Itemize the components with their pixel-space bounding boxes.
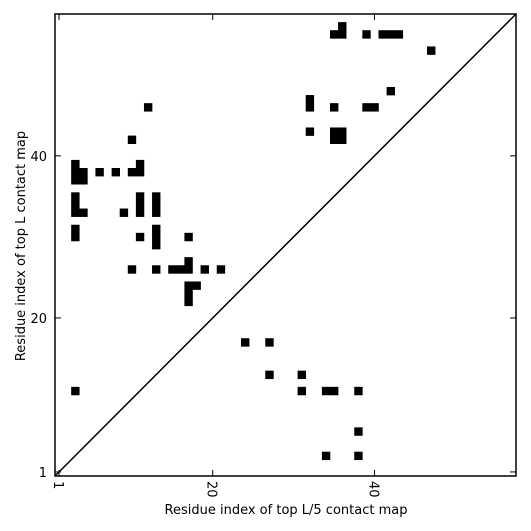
contact-cell-top-l xyxy=(71,208,80,217)
contact-cell-top-l xyxy=(176,265,185,274)
x-axis-label: Residue index of top L/5 contact map xyxy=(165,503,408,518)
contact-cell-top-l xyxy=(184,265,193,274)
plot-frame xyxy=(54,13,517,477)
contact-cell-top-l xyxy=(71,176,80,185)
contact-cell-top-l xyxy=(184,289,193,298)
contact-cell-top-l xyxy=(135,192,145,201)
contact-cell-top-l5 xyxy=(265,338,274,347)
contact-cell-top-l xyxy=(200,265,209,274)
contact-cell-top-l xyxy=(119,208,129,217)
contact-cell-top-l xyxy=(305,95,315,104)
contact-cell-top-l xyxy=(184,257,193,266)
contact-cell-top-l xyxy=(329,103,339,112)
contact-cell-top-l xyxy=(71,168,80,177)
y-tick-label: 40 xyxy=(30,150,47,165)
contact-cell-top-l xyxy=(71,224,80,234)
contact-cell-top-l xyxy=(338,22,347,31)
contact-cell-top-l xyxy=(152,208,161,217)
contact-cell-top-l xyxy=(386,30,395,39)
contact-cell-top-l xyxy=(338,135,347,144)
contact-cell-top-l5 xyxy=(241,338,250,347)
contact-cell-top-l xyxy=(143,103,153,112)
contact-cell-top-l xyxy=(135,168,145,177)
x-tick-label: 20 xyxy=(204,481,219,498)
contact-cell-top-l5 xyxy=(354,386,363,396)
contact-cell-top-l xyxy=(135,232,145,242)
contact-cell-top-l xyxy=(427,46,436,55)
contact-cell-top-l xyxy=(394,30,404,39)
contact-cell-top-l xyxy=(127,135,137,144)
contact-cell-top-l xyxy=(338,127,347,136)
contact-cell-top-l xyxy=(127,168,137,177)
contact-cell-top-l xyxy=(95,168,104,177)
contact-cell-top-l xyxy=(386,86,395,96)
contact-cell-top-l xyxy=(184,232,193,242)
y-axis-label: Residue index of top L contact map xyxy=(14,131,29,361)
contact-cell-top-l xyxy=(152,265,161,274)
contact-cell-top-l5 xyxy=(297,386,307,396)
contact-cell-top-l xyxy=(378,30,387,39)
contact-cell-top-l xyxy=(329,135,339,144)
contact-cell-top-l5 xyxy=(297,370,307,380)
axis-ticks: 1 20 40 1 20 40 xyxy=(30,14,516,498)
contact-cell-top-l xyxy=(71,192,80,201)
contact-cell-top-l xyxy=(184,297,193,307)
contact-cell-top-l5 xyxy=(354,451,363,461)
contact-cell-top-l xyxy=(152,192,161,201)
contact-cell-top-l xyxy=(152,200,161,209)
contact-cell-top-l xyxy=(370,103,379,112)
contact-cell-top-l xyxy=(79,168,88,177)
contact-cell-top-l xyxy=(192,281,201,290)
contact-cell-top-l xyxy=(127,265,137,274)
contact-cell-top-l xyxy=(168,265,177,274)
contact-cell-top-l xyxy=(362,30,371,39)
contact-cell-top-l xyxy=(362,103,371,112)
y-tick-label: 20 xyxy=(30,312,47,327)
x-tick-label: 40 xyxy=(365,481,380,498)
contact-cell-top-l xyxy=(71,232,80,242)
contact-cell-top-l xyxy=(152,224,161,234)
contact-cell-top-l xyxy=(329,127,339,136)
contact-cell-top-l xyxy=(135,159,145,169)
contact-cell-top-l xyxy=(216,265,226,274)
x-tick-label: 1 xyxy=(50,481,65,489)
contact-cell-top-l5 xyxy=(265,370,274,380)
contact-cells xyxy=(71,22,436,461)
contact-cell-top-l xyxy=(71,159,80,169)
contact-cell-top-l xyxy=(305,103,315,112)
contact-cell-top-l xyxy=(184,281,193,290)
contact-cell-top-l xyxy=(135,200,145,209)
contact-cell-top-l xyxy=(329,30,339,39)
contact-cell-top-l xyxy=(338,30,347,39)
y-tick-label: 1 xyxy=(39,466,47,481)
contact-cell-top-l xyxy=(79,208,88,217)
contact-cell-top-l5 xyxy=(321,386,331,396)
contact-cell-top-l xyxy=(152,232,161,242)
diagonal-line xyxy=(54,13,517,477)
contact-cell-top-l5 xyxy=(71,386,80,396)
contact-cell-top-l xyxy=(111,168,121,177)
contact-cell-top-l5 xyxy=(329,386,339,396)
contact-cell-top-l xyxy=(152,240,161,250)
contact-cell-top-l xyxy=(305,127,315,136)
contact-cell-top-l xyxy=(71,200,80,209)
contact-cell-top-l5 xyxy=(354,427,363,436)
contact-cell-top-l5 xyxy=(321,451,331,461)
contact-cell-top-l xyxy=(135,208,145,217)
contact-cell-top-l xyxy=(79,176,88,185)
